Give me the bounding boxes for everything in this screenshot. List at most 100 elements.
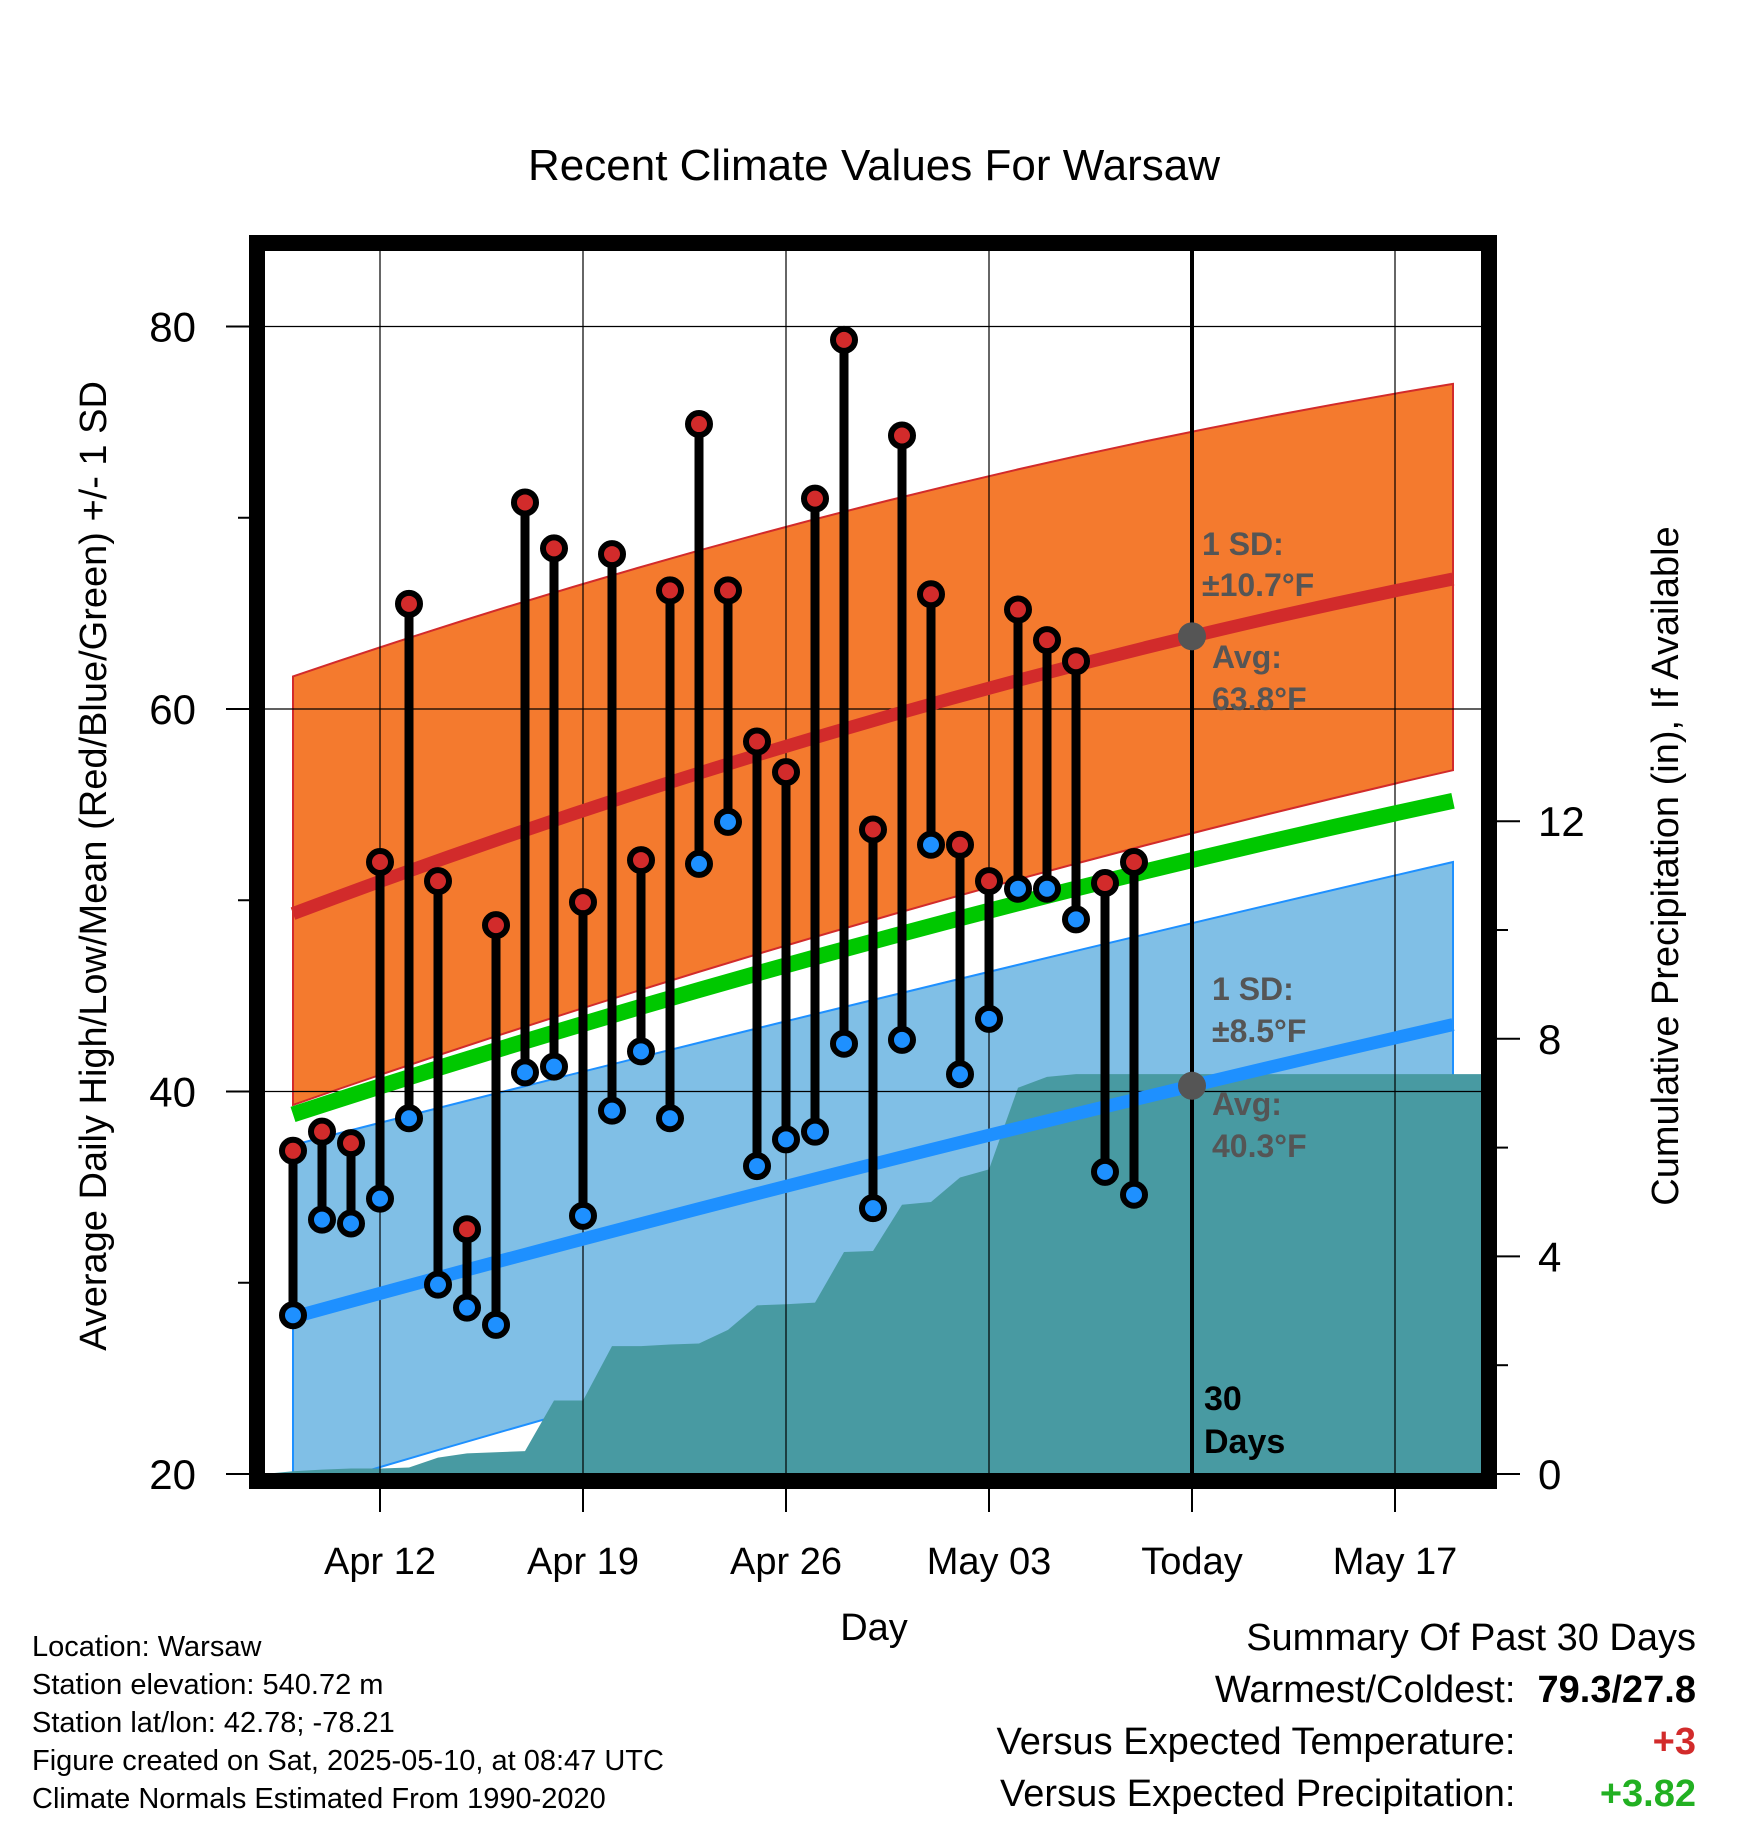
daily-high-marker bbox=[424, 867, 452, 896]
daily-high-marker bbox=[1120, 848, 1148, 876]
y-tick-label: 20 bbox=[149, 1451, 196, 1498]
x-tick-label: Today bbox=[1141, 1541, 1242, 1583]
daily-high-marker bbox=[743, 727, 771, 756]
daily-high-marker bbox=[395, 589, 423, 618]
summary-warm-cold: Warmest/Coldest: 79.3/27.8 bbox=[997, 1664, 1696, 1716]
daily-low-marker bbox=[743, 1152, 771, 1181]
daily-low-marker bbox=[453, 1293, 481, 1322]
daily-high-marker bbox=[1004, 595, 1032, 624]
precip-area bbox=[264, 1074, 1482, 1474]
daily-high-marker bbox=[569, 888, 597, 917]
daily-low-marker bbox=[917, 830, 945, 859]
daily-high-marker bbox=[685, 410, 713, 439]
x-tick-label: Apr 26 bbox=[730, 1541, 842, 1583]
y-tick-label: 80 bbox=[149, 304, 196, 351]
low-avg-value: 40.3°F bbox=[1212, 1128, 1307, 1164]
daily-low-marker bbox=[308, 1205, 336, 1234]
daily-low-marker bbox=[337, 1209, 365, 1238]
warm-cold-label: Warmest/Coldest: bbox=[1214, 1669, 1516, 1711]
daily-low-marker bbox=[859, 1194, 887, 1223]
y2-tick-label: 12 bbox=[1538, 798, 1585, 845]
daily-low-marker bbox=[540, 1052, 568, 1081]
daily-high-marker bbox=[627, 846, 655, 875]
daily-high-marker bbox=[714, 576, 742, 605]
daily-high-marker bbox=[888, 421, 916, 450]
daily-low-marker bbox=[801, 1117, 829, 1146]
period-label-number: 30 bbox=[1204, 1380, 1242, 1418]
daily-low-marker bbox=[830, 1029, 858, 1058]
y-tick-label: 40 bbox=[149, 1069, 196, 1116]
daily-high-marker bbox=[1033, 626, 1061, 655]
y2-tick-label: 4 bbox=[1538, 1233, 1561, 1280]
daily-high-marker bbox=[801, 484, 829, 513]
daily-low-marker bbox=[627, 1037, 655, 1066]
y-tick-label: 60 bbox=[149, 686, 196, 733]
low-sd-label: 1 SD: bbox=[1212, 971, 1294, 1007]
daily-low-marker bbox=[569, 1201, 597, 1230]
daily-high-marker bbox=[366, 848, 394, 876]
daily-low-marker bbox=[714, 807, 742, 836]
summary-temp: Versus Expected Temperature: +3 bbox=[997, 1716, 1696, 1768]
daily-high-marker bbox=[859, 815, 887, 844]
daily-high-marker bbox=[308, 1117, 336, 1146]
station-info: Location: Warsaw Station elevation: 540.… bbox=[32, 1628, 664, 1818]
chart-title: Recent Climate Values For Warsaw bbox=[528, 141, 1220, 190]
daily-low-marker bbox=[366, 1184, 394, 1213]
daily-high-marker bbox=[772, 758, 800, 787]
summary-precip: Versus Expected Precipitation: +3.82 bbox=[997, 1768, 1696, 1820]
daily-low-marker bbox=[656, 1104, 684, 1133]
low-avg-label: Avg: bbox=[1212, 1086, 1282, 1122]
summary-title: Summary Of Past 30 Days bbox=[1246, 1617, 1696, 1659]
summary-panel: Summary Of Past 30 Days Warmest/Coldest:… bbox=[997, 1612, 1696, 1820]
daily-low-marker bbox=[482, 1310, 510, 1339]
x-tick-label: Apr 19 bbox=[527, 1541, 639, 1583]
y2-tick-label: 0 bbox=[1538, 1451, 1561, 1498]
temp-label: Versus Expected Temperature: bbox=[996, 1721, 1516, 1763]
high-sd-label: 1 SD: bbox=[1202, 526, 1284, 562]
daily-low-marker bbox=[1033, 874, 1061, 903]
daily-low-marker bbox=[888, 1025, 916, 1054]
x-tick-label: May 03 bbox=[927, 1541, 1052, 1583]
daily-high-marker bbox=[540, 534, 568, 563]
daily-low-marker bbox=[1120, 1180, 1148, 1209]
daily-low-marker bbox=[946, 1060, 974, 1089]
station-elevation: Station elevation: 540.72 m bbox=[32, 1669, 384, 1701]
daily-high-marker bbox=[975, 867, 1003, 896]
daily-low-marker bbox=[685, 849, 713, 878]
plot-frame bbox=[249, 235, 1497, 1489]
high-avg-value: 63.8°F bbox=[1212, 681, 1307, 717]
x-tick-label: Apr 12 bbox=[324, 1541, 436, 1583]
daily-high-marker bbox=[917, 580, 945, 609]
daily-low-marker bbox=[424, 1270, 452, 1299]
daily-high-marker bbox=[830, 325, 858, 354]
daily-low-marker bbox=[511, 1058, 539, 1087]
period-label-unit: Days bbox=[1204, 1423, 1285, 1461]
daily-low-marker bbox=[1004, 874, 1032, 903]
x-axis-label: Day bbox=[840, 1607, 908, 1649]
daily-low-marker bbox=[772, 1125, 800, 1154]
daily-high-marker bbox=[598, 540, 626, 569]
precip-label: Versus Expected Precipitation: bbox=[1000, 1773, 1516, 1815]
y2-axis-label: Cumulative Precipitation (in), If Availa… bbox=[1645, 526, 1687, 1205]
x-tick-label: May 17 bbox=[1333, 1541, 1458, 1583]
high-normal-line bbox=[290, 572, 1455, 920]
daily-low-marker bbox=[1062, 905, 1090, 934]
daily-high-marker bbox=[453, 1215, 481, 1244]
daily-high-marker bbox=[656, 576, 684, 605]
daily-high-marker bbox=[482, 911, 510, 940]
daily-high-marker bbox=[279, 1136, 307, 1165]
y-axis-label: Average Daily High/Low/Mean (Red/Blue/Gr… bbox=[73, 381, 115, 1351]
daily-low-marker bbox=[279, 1301, 307, 1330]
temp-value: +3 bbox=[1652, 1721, 1696, 1763]
daily-high-marker bbox=[1062, 647, 1090, 676]
today-high-normal-dot bbox=[1178, 622, 1206, 651]
high-sd-value: ±10.7°F bbox=[1202, 567, 1314, 603]
today-low-normal-dot bbox=[1178, 1071, 1206, 1100]
daily-low-marker bbox=[395, 1104, 423, 1133]
station-latlon: Station lat/lon: 42.78; -78.21 bbox=[32, 1707, 395, 1739]
figure-created: Figure created on Sat, 2025-05-10, at 08… bbox=[32, 1745, 664, 1777]
daily-low-marker bbox=[598, 1096, 626, 1125]
daily-low-marker bbox=[975, 1004, 1003, 1033]
warm-cold-value: 79.3/27.8 bbox=[1537, 1669, 1696, 1711]
